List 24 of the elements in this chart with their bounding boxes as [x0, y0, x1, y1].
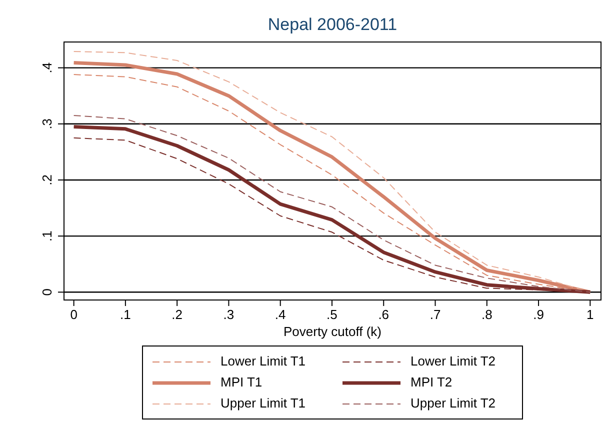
- legend-label: Upper Limit T2: [410, 395, 496, 410]
- x-tick-label: 1: [586, 307, 594, 322]
- legend-label: Lower Limit T1: [220, 353, 306, 368]
- x-tick-label: 0: [70, 307, 78, 322]
- x-tick-label: .3: [223, 307, 234, 322]
- y-tick-label: .2: [39, 174, 54, 186]
- y-tick-label: .3: [39, 118, 54, 130]
- y-tick-label: 0: [39, 288, 54, 296]
- x-tick-label: .4: [274, 307, 286, 322]
- legend-label: Upper Limit T1: [220, 395, 306, 410]
- y-tick-label: .4: [39, 62, 54, 74]
- x-tick-label: .6: [378, 307, 390, 322]
- x-tick-label: .8: [481, 307, 492, 322]
- legend-label: Lower Limit T2: [410, 353, 496, 368]
- x-tick-label: .1: [120, 307, 131, 322]
- y-tick-label: .1: [39, 230, 54, 242]
- x-tick-label: .5: [326, 307, 338, 322]
- x-tick-label: .7: [430, 307, 441, 322]
- x-tick-label: .2: [172, 307, 182, 322]
- x-axis-title: Poverty cutoff (k): [283, 324, 382, 339]
- x-tick-label: .9: [533, 307, 544, 322]
- legend-label: MPI T2: [410, 374, 452, 390]
- chart-title: Nepal 2006-2011: [268, 15, 398, 34]
- legend-label: MPI T1: [220, 374, 262, 390]
